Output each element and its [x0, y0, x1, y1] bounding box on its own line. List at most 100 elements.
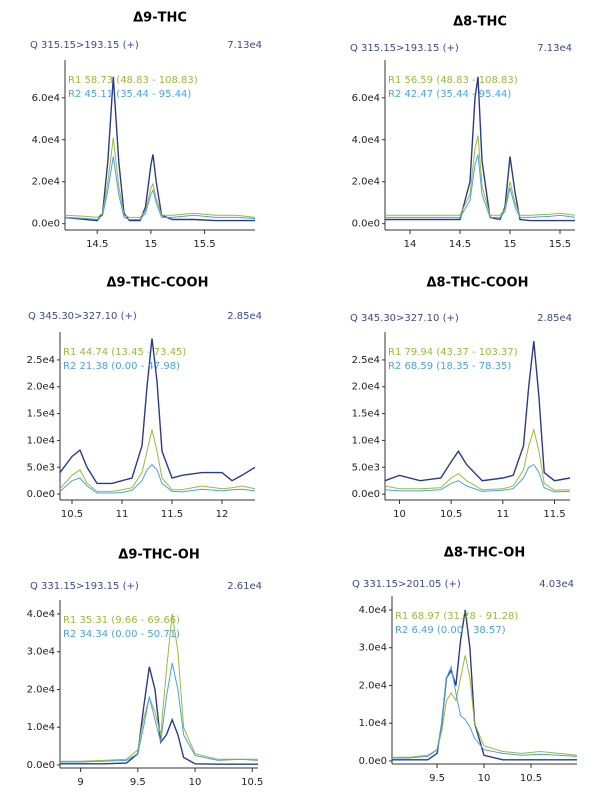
y-tick-label: 2.0e4 — [32, 177, 60, 188]
x-tick-label: 9.5 — [130, 777, 146, 788]
y-tick-label: 0.0e0 — [352, 489, 380, 500]
x-tick-label: 14.5 — [86, 239, 108, 250]
y-tick-label: 1.0e4 — [27, 722, 55, 733]
y-tick-label: 1.0e4 — [27, 435, 55, 446]
header: Q 315.15>193.15 (+) — [30, 40, 139, 51]
x-tick-label: 15.5 — [549, 239, 571, 250]
x-tick-label: 11 — [116, 509, 129, 520]
x-tick-label: 15 — [145, 239, 158, 250]
chart-title: Δ8-THC-OH — [444, 546, 525, 561]
header-value: 2.85e4 — [227, 311, 262, 322]
legend-entry: R1 68.97 (31.28 - 91.28) — [395, 611, 518, 622]
x-tick-label: 10 — [189, 777, 202, 788]
y-tick-label: 2.0e4 — [352, 382, 380, 393]
x-tick-label: 10 — [478, 773, 491, 784]
y-tick-label: 0.0e0 — [27, 760, 55, 771]
x-tick-label: 15.5 — [193, 239, 215, 250]
trace — [60, 666, 258, 765]
y-tick-label: 0.0e0 — [352, 219, 380, 230]
y-tick-label: 0.0e0 — [359, 756, 387, 767]
y-tick-label: 2.0e4 — [352, 177, 380, 188]
trace — [384, 341, 571, 482]
trace — [392, 664, 578, 759]
legend-entry: R2 21.38 (0.00 - 47.98) — [63, 361, 180, 372]
x-tick-label: 9 — [77, 777, 83, 788]
x-tick-label: 11 — [496, 509, 509, 520]
legend-entry: R2 42.47 (35.44 - 95.44) — [388, 89, 511, 100]
y-tick-label: 3.0e4 — [359, 643, 387, 654]
legend-entry: R2 34.34 (0.00 - 50.71) — [63, 629, 180, 640]
header-value: 7.13e4 — [227, 40, 262, 51]
legend-entry: R1 58.73 (48.83 - 108.83) — [68, 75, 198, 86]
chart-title: Δ8-THC — [453, 15, 507, 30]
header-value: 2.85e4 — [537, 313, 572, 324]
y-tick-label: 2.5e4 — [27, 355, 55, 366]
trace — [385, 76, 575, 222]
trace — [59, 429, 256, 492]
chart-title: Δ9-THC — [133, 11, 187, 26]
legend-entry: R1 44.74 (13.45 - 73.45) — [63, 347, 186, 358]
legend-entry: R1 79.94 (43.37 - 103.37) — [388, 347, 518, 358]
x-tick-label: 12 — [216, 509, 229, 520]
x-tick-label: 10.5 — [520, 773, 542, 784]
trace — [385, 135, 576, 216]
header-value: 4.03e4 — [539, 579, 574, 590]
legend-entry: R1 56.59 (48.83 - 108.83) — [388, 75, 518, 86]
x-tick-label: 14 — [404, 239, 417, 250]
y-tick-label: 4.0e4 — [27, 609, 55, 620]
x-tick-label: 10 — [393, 509, 406, 520]
y-tick-label: 5.0e3 — [352, 462, 380, 473]
y-tick-label: 4.0e4 — [359, 605, 387, 616]
header: Q 345.30>327.10 (+) — [350, 313, 459, 324]
y-tick-label: 4.0e4 — [352, 135, 380, 146]
x-tick-label: 10.5 — [440, 509, 462, 520]
trace — [392, 609, 577, 761]
x-tick-label: 11.5 — [543, 509, 565, 520]
y-tick-label: 2.0e4 — [27, 684, 55, 695]
trace — [384, 463, 571, 493]
header: Q 331.15>193.15 (+) — [30, 581, 139, 592]
y-tick-label: 2.0e4 — [359, 680, 387, 691]
y-tick-label: 4.0e4 — [32, 135, 60, 146]
chart-title: Δ8-THC-COOH — [426, 276, 528, 291]
y-tick-label: 3.0e4 — [27, 647, 55, 658]
trace — [64, 137, 256, 218]
legend-entry: R2 68.59 (18.35 - 78.35) — [388, 361, 511, 372]
trace — [59, 463, 256, 494]
x-tick-label: 10.5 — [61, 509, 83, 520]
y-tick-label: 0.0e0 — [27, 489, 55, 500]
trace — [392, 655, 578, 758]
trace — [60, 613, 258, 762]
chart-title: Δ9-THC-OH — [118, 548, 199, 563]
y-tick-label: 1.5e4 — [27, 409, 55, 420]
header-value: 2.61e4 — [227, 581, 262, 592]
y-tick-label: 5.0e3 — [27, 462, 55, 473]
legend-entry: R2 6.49 (0.00 - 38.57) — [395, 625, 506, 636]
legend-entry: R2 45.11 (35.44 - 95.44) — [68, 89, 191, 100]
y-tick-label: 0.0e0 — [32, 219, 60, 230]
chart-title: Δ9-THC-COOH — [106, 276, 208, 291]
x-tick-label: 9.5 — [429, 773, 445, 784]
trace — [384, 427, 571, 491]
trace — [59, 338, 256, 485]
trace — [385, 154, 576, 218]
y-tick-label: 2.5e4 — [352, 355, 380, 366]
y-tick-label: 1.5e4 — [352, 409, 380, 420]
header: Q 331.15>201.05 (+) — [352, 579, 461, 590]
legend-entry: R1 35.31 (9.66 - 69.66) — [63, 615, 180, 626]
trace — [60, 662, 259, 763]
header: Q 345.30>327.10 (+) — [28, 311, 137, 322]
trace — [64, 156, 256, 221]
x-tick-label: 15 — [504, 239, 517, 250]
x-tick-label: 11.5 — [161, 509, 183, 520]
y-tick-label: 2.0e4 — [27, 382, 55, 393]
x-tick-label: 10.5 — [241, 777, 263, 788]
y-tick-label: 6.0e4 — [352, 93, 380, 104]
y-tick-label: 1.0e4 — [352, 435, 380, 446]
header: Q 315.15>193.15 (+) — [350, 43, 459, 54]
x-tick-label: 14.5 — [449, 239, 471, 250]
y-tick-label: 6.0e4 — [32, 93, 60, 104]
y-tick-label: 1.0e4 — [359, 718, 387, 729]
header-value: 7.13e4 — [537, 43, 572, 54]
